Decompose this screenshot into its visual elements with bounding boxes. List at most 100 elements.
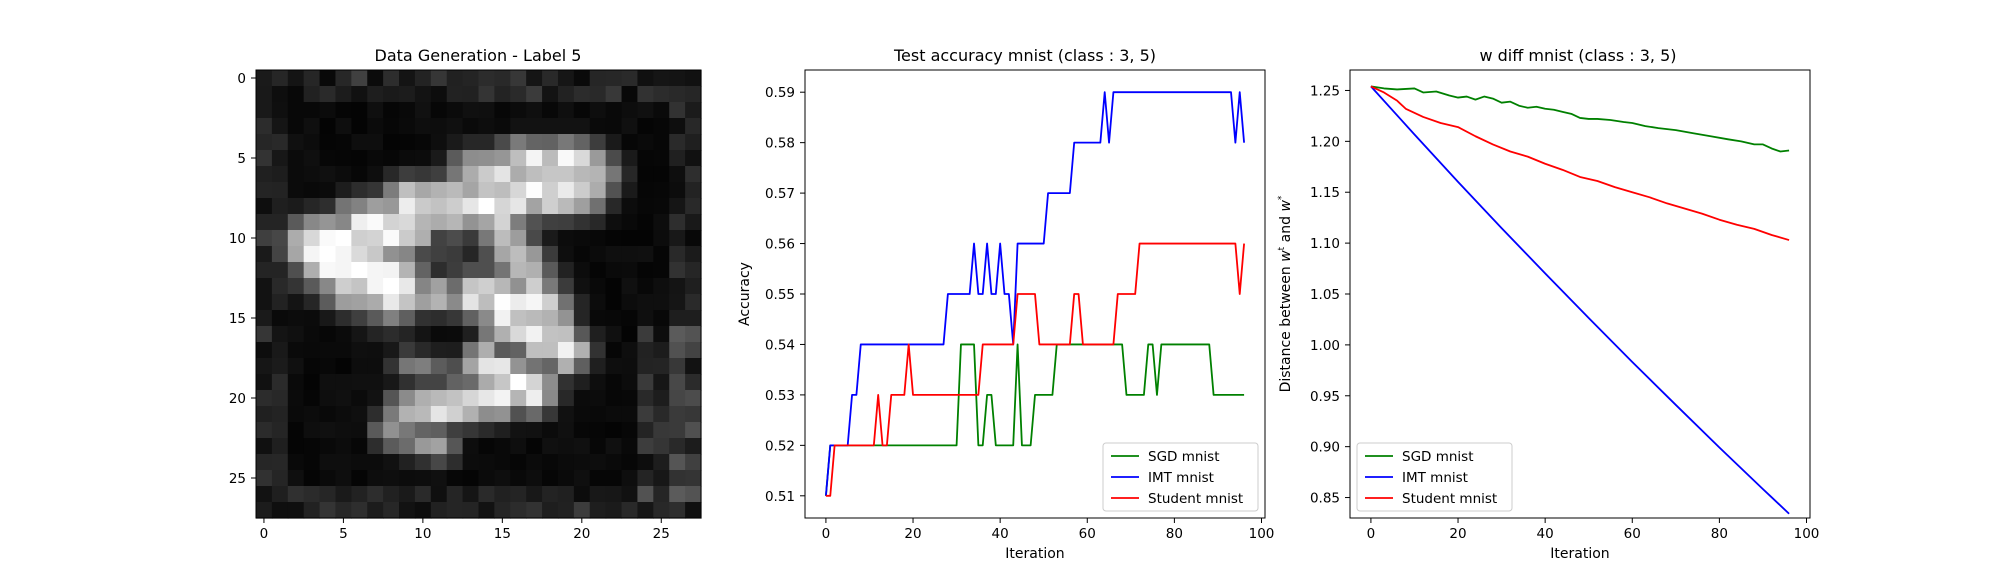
wdiff-y-tick-label: 1.05 — [1310, 287, 1340, 303]
heatmap-cell — [367, 390, 384, 407]
wdiff-y-label: Distance between wt and w* — [1277, 195, 1294, 392]
heatmap-cell — [669, 182, 686, 199]
heatmap-cell — [319, 310, 337, 327]
heatmap-cell — [669, 422, 686, 439]
heatmap-cell — [637, 214, 654, 231]
heatmap-cell — [494, 278, 511, 295]
heatmap-cell — [685, 390, 702, 407]
heatmap-cell — [335, 342, 352, 359]
heatmap-x-tick-label: 5 — [339, 526, 348, 542]
heatmap-cell — [621, 310, 639, 327]
heatmap-cell — [653, 246, 670, 263]
heatmap-cell — [637, 326, 654, 343]
heatmap-cell — [446, 102, 464, 119]
heatmap-cell — [605, 326, 623, 343]
heatmap-cell — [414, 214, 432, 231]
heatmap-cell — [446, 406, 464, 423]
heatmap-cell — [621, 70, 639, 87]
heatmap-cell — [494, 438, 511, 455]
heatmap-cell — [271, 502, 289, 519]
heatmap-cell — [383, 198, 400, 215]
heatmap-cell — [637, 406, 654, 423]
heatmap-cell — [383, 150, 400, 167]
heatmap-cell — [669, 294, 686, 311]
heatmap-cell — [621, 470, 639, 487]
heatmap-cell — [653, 86, 670, 103]
heatmap-cell — [637, 86, 654, 103]
heatmap-cell — [557, 390, 575, 407]
heatmap-cell — [557, 246, 575, 263]
heatmap-cell — [653, 134, 670, 151]
heatmap-cell — [462, 310, 480, 327]
heatmap-cell — [573, 278, 591, 295]
wdiff-title: w diff mnist (class : 3, 5) — [1479, 46, 1676, 65]
heatmap-cell — [557, 374, 575, 391]
heatmap-cell — [367, 118, 384, 135]
heatmap-cell — [557, 182, 575, 199]
heatmap-cell — [271, 374, 289, 391]
heatmap-cell — [637, 198, 654, 215]
wdiff-x-tick-label: 20 — [1449, 526, 1466, 542]
accuracy-y-label: Accuracy — [737, 262, 753, 326]
accuracy-y-tick-label: 0.56 — [765, 237, 795, 253]
heatmap-cell — [669, 438, 686, 455]
heatmap-cell — [573, 374, 591, 391]
heatmap-cell — [446, 486, 464, 503]
heatmap-cell — [494, 294, 511, 311]
heatmap-cell — [653, 358, 670, 375]
heatmap-cell — [399, 486, 416, 503]
heatmap-cell — [542, 454, 559, 471]
heatmap-cell — [287, 102, 305, 119]
heatmap-cell — [573, 118, 591, 135]
heatmap-cell — [383, 166, 400, 183]
heatmap-cell — [414, 262, 432, 279]
heatmap-cell — [542, 326, 559, 343]
wdiff-x-ticks: 0 20 40 60 80 100 — [1367, 518, 1819, 542]
heatmap-cell — [446, 246, 464, 263]
heatmap-cell — [367, 182, 384, 199]
heatmap-cell — [478, 86, 495, 103]
heatmap-cell — [351, 230, 368, 247]
heatmap-cell — [399, 438, 416, 455]
heatmap-cell — [430, 390, 448, 407]
heatmap-cell — [303, 502, 321, 519]
heatmap-cell — [605, 422, 623, 439]
heatmap-cell — [621, 422, 639, 439]
heatmap-cell — [605, 70, 623, 87]
heatmap-cell — [637, 310, 654, 327]
heatmap-cell — [319, 246, 337, 263]
heatmap-cell — [446, 182, 464, 199]
heatmap-cell — [271, 422, 289, 439]
heatmap-cell — [542, 198, 559, 215]
heatmap-cell — [526, 470, 543, 487]
heatmap-cell — [653, 502, 670, 519]
heatmap-cell — [557, 454, 575, 471]
wdiff-legend-label-sgd: SGD mnist — [1402, 449, 1474, 465]
heatmap-cell — [605, 150, 623, 167]
heatmap-cell — [256, 438, 273, 455]
heatmap-cell — [446, 278, 464, 295]
heatmap-cell — [478, 70, 495, 87]
heatmap-cell — [685, 502, 702, 519]
heatmap-cell — [271, 86, 289, 103]
heatmap-cell — [637, 102, 654, 119]
heatmap-cell — [383, 422, 400, 439]
heatmap-cell — [573, 198, 591, 215]
heatmap-cell — [557, 470, 575, 487]
heatmap-cell — [383, 294, 400, 311]
heatmap-cell — [319, 438, 337, 455]
heatmap-cell — [557, 278, 575, 295]
heatmap-cell — [494, 214, 511, 231]
heatmap-cell — [621, 358, 639, 375]
heatmap-cell — [335, 486, 352, 503]
heatmap-cell — [414, 198, 432, 215]
heatmap-cell — [542, 86, 559, 103]
heatmap-cell — [542, 118, 559, 135]
heatmap-cell — [383, 358, 400, 375]
heatmap-cell — [414, 230, 432, 247]
heatmap-cell — [399, 150, 416, 167]
heatmap-cell — [557, 150, 575, 167]
heatmap-cell — [287, 278, 305, 295]
heatmap-cell — [367, 230, 384, 247]
